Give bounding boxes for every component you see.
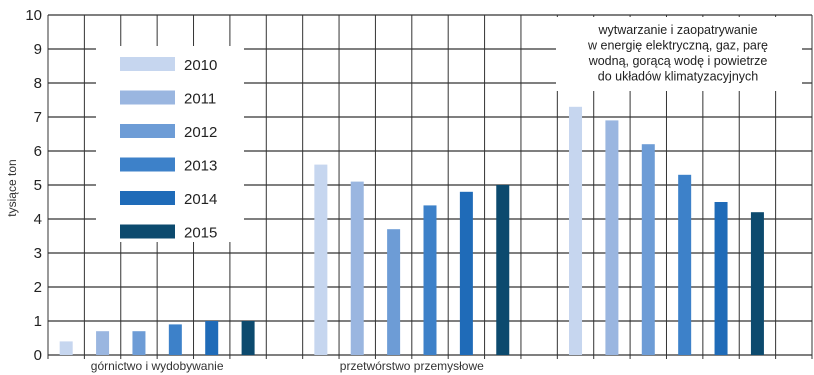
legend-label: 2011	[184, 91, 216, 108]
bar	[569, 106, 583, 355]
category-labels: górnictwo i wydobywanie przetwórstwo prze…	[91, 359, 484, 373]
y-tick-label: 2	[34, 279, 42, 296]
category-note-line: do układów klimatyzacyjnych	[598, 70, 759, 84]
bar	[59, 341, 73, 355]
bar	[241, 321, 255, 355]
bar	[605, 120, 619, 356]
bars	[59, 106, 764, 356]
bar	[387, 229, 401, 355]
legend-swatch	[120, 224, 175, 239]
y-tick-label: 7	[34, 109, 42, 126]
bar	[168, 324, 182, 355]
legend-swatch	[120, 191, 175, 205]
y-tick-label: 1	[34, 313, 42, 330]
y-tick-label: 10	[25, 7, 42, 24]
bar	[678, 174, 692, 355]
y-axis-ticks: 0 1 2 3 4 5 6 7 8 9 10	[25, 7, 42, 364]
bar	[496, 185, 510, 355]
y-tick-label: 3	[34, 245, 42, 262]
bar	[350, 181, 364, 355]
legend-label: 2015	[184, 225, 217, 242]
y-axis-label: tysiące ton	[5, 159, 19, 216]
legend-label: 2014	[184, 191, 217, 208]
legend-swatch	[120, 90, 175, 105]
legend-label: 2012	[184, 124, 217, 141]
category-note-line: wodną, gorącą wodę i powietrze	[588, 54, 768, 68]
category-note-line: w energię elektryczną, gaz, parę	[587, 39, 768, 53]
bar	[132, 331, 146, 355]
bar	[423, 205, 437, 355]
legend-background	[96, 46, 244, 242]
bar	[641, 144, 655, 355]
category-note-line: wytwarzanie i zaopatrywanie	[597, 23, 757, 37]
y-tick-label: 8	[34, 75, 42, 92]
legend-label: 2013	[184, 158, 217, 175]
category-label: górnictwo i wydobywanie	[91, 359, 224, 373]
bar	[459, 191, 473, 355]
bar	[714, 202, 728, 355]
legend-swatch	[120, 57, 175, 71]
category-label: przetwórstwo przemysłowe	[340, 359, 484, 373]
legend-swatch	[120, 157, 175, 172]
note-background	[556, 17, 802, 91]
y-tick-label: 5	[34, 177, 42, 194]
legend: 2010 2011 2012 2013 2014 2015	[96, 46, 244, 242]
y-tick-label: 9	[34, 41, 42, 58]
legend-label: 2010	[184, 57, 217, 74]
bar	[96, 331, 110, 355]
y-tick-label: 4	[34, 211, 42, 228]
legend-swatch	[120, 124, 175, 138]
bar	[205, 321, 219, 355]
y-tick-label: 0	[34, 347, 42, 364]
bar	[314, 164, 328, 355]
y-tick-label: 6	[34, 143, 42, 160]
category-note: wytwarzanie i zaopatrywanie w energię ele…	[556, 17, 802, 91]
bar	[750, 212, 764, 355]
